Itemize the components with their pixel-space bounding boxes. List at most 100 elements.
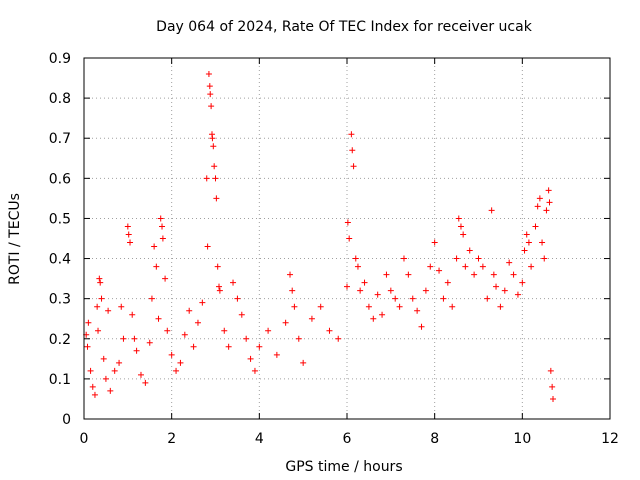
data-point <box>361 279 368 286</box>
data-point <box>532 223 539 230</box>
data-point <box>493 283 500 290</box>
plot-frame <box>83 57 611 420</box>
data-point <box>120 335 127 342</box>
data-point <box>374 291 381 298</box>
data-point <box>431 239 438 246</box>
data-point <box>546 199 553 206</box>
data-point <box>159 223 166 230</box>
data-point <box>484 295 491 302</box>
data-point <box>326 327 333 334</box>
data-point <box>96 275 103 282</box>
data-point <box>206 83 213 90</box>
data-point <box>392 295 399 302</box>
data-point <box>155 315 162 322</box>
axis-ticks: 0 2 4 6 8 10 12 0 0.1 0.2 0.3 0.4 0.5 0.6 0.7 0.8 0.9 <box>49 51 619 447</box>
data-point <box>317 303 324 310</box>
data-point <box>308 315 315 322</box>
data-point <box>129 311 136 318</box>
data-point <box>519 279 526 286</box>
data-point <box>133 347 140 354</box>
y-tick-label: 0.9 <box>49 51 71 67</box>
data-point <box>539 239 546 246</box>
data-point <box>94 303 101 310</box>
data-point <box>181 331 188 338</box>
data-point <box>400 255 407 262</box>
data-point <box>216 287 223 294</box>
data-point <box>247 355 254 362</box>
y-tick-label: 0 <box>62 412 71 428</box>
data-point <box>501 287 508 294</box>
data-point <box>460 231 467 238</box>
x-tick-label: 2 <box>167 431 176 447</box>
data-point <box>422 287 429 294</box>
data-point <box>440 295 447 302</box>
data-point <box>523 231 530 238</box>
data-point <box>157 215 164 222</box>
data-point <box>379 311 386 318</box>
data-point <box>243 335 250 342</box>
data-point <box>190 343 197 350</box>
data-point <box>186 307 193 314</box>
data-point <box>207 91 214 98</box>
data-point <box>396 303 403 310</box>
data-point <box>344 283 350 290</box>
data-point <box>212 175 219 182</box>
data-point <box>471 271 478 278</box>
data-point <box>346 235 353 242</box>
y-tick-label: 0.7 <box>49 131 71 147</box>
data-point <box>479 263 486 270</box>
data-point <box>203 175 210 182</box>
data-point <box>164 327 171 334</box>
y-tick-label: 0.8 <box>49 91 71 107</box>
data-point <box>436 267 443 274</box>
data-point <box>211 163 218 170</box>
data-point <box>116 359 123 366</box>
data-point <box>221 327 228 334</box>
data-point <box>289 287 296 294</box>
data-point <box>100 355 107 362</box>
data-point <box>418 323 425 330</box>
x-tick-label: 8 <box>430 431 439 447</box>
data-point <box>536 195 543 202</box>
data-point <box>204 243 211 250</box>
data-point <box>444 279 451 286</box>
data-point <box>543 207 550 214</box>
x-tick-label: 4 <box>255 431 264 447</box>
data-point <box>251 367 258 374</box>
data-point <box>550 395 557 402</box>
data-point <box>265 327 272 334</box>
data-point <box>357 287 364 294</box>
data-point <box>335 335 342 342</box>
data-point <box>98 295 105 302</box>
data-point <box>148 295 155 302</box>
data-point <box>159 235 166 242</box>
data-point <box>383 271 390 278</box>
y-tick-label: 0.4 <box>49 252 71 268</box>
data-point <box>208 103 215 110</box>
data-point <box>457 223 464 230</box>
data-point <box>234 295 241 302</box>
data-point <box>365 303 372 310</box>
data-point <box>449 303 456 310</box>
data-point <box>273 351 280 358</box>
data-point <box>238 311 245 318</box>
data-point <box>414 307 421 314</box>
data-point <box>124 223 131 230</box>
data-point <box>177 359 184 366</box>
data-point <box>466 247 473 254</box>
data-point <box>370 315 377 322</box>
data-point <box>354 263 361 270</box>
data-point <box>295 335 302 342</box>
data-point <box>344 219 351 226</box>
y-tick-label: 0.3 <box>49 292 71 308</box>
data-point <box>352 255 359 262</box>
data-point <box>545 187 552 194</box>
x-tick-label: 6 <box>343 431 352 447</box>
data-point <box>549 383 556 390</box>
data-point <box>205 71 212 78</box>
data-point <box>210 143 217 150</box>
data-point <box>475 255 482 262</box>
data-point <box>488 207 495 214</box>
data-point <box>427 263 434 270</box>
